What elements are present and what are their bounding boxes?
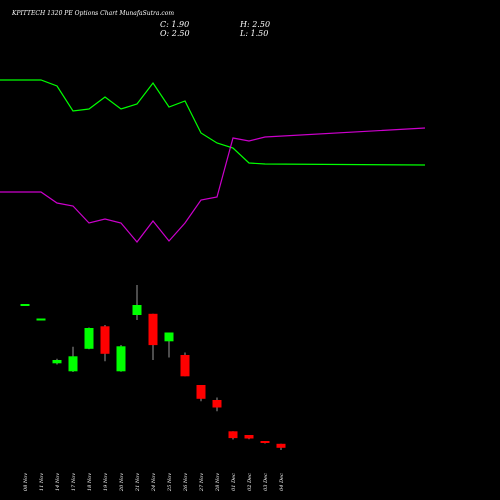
chart-title: KPITTECH 1320 PE Options Chart MunafaSut… xyxy=(11,10,174,17)
x-tick-label: 03 Dec xyxy=(263,473,269,491)
low-readout: L: 1.50 xyxy=(239,29,268,38)
x-tick-label: 04 Dec xyxy=(279,473,285,491)
candle-body xyxy=(116,346,126,372)
x-tick-label: 24 Nov xyxy=(151,473,157,492)
candle-2 xyxy=(36,318,46,321)
x-tick-label: 14 Nov xyxy=(55,473,61,491)
candle-13 xyxy=(212,397,222,412)
candle-body xyxy=(276,443,286,448)
candle-11 xyxy=(180,352,190,377)
x-tick-label: 17 Nov xyxy=(71,473,77,491)
candle-body xyxy=(52,360,62,364)
overlay-lines xyxy=(0,79,426,243)
high-readout: H: 2.50 xyxy=(239,20,270,29)
x-tick-label: 11 Nov xyxy=(39,473,45,491)
candle-17 xyxy=(276,443,286,450)
candle-body xyxy=(100,326,110,354)
x-tick-label: 02 Dec xyxy=(247,473,253,491)
candle-body xyxy=(196,385,206,399)
candle-8 xyxy=(132,285,142,320)
close-readout: C: 1.90 xyxy=(160,20,189,29)
candle-body xyxy=(244,435,254,439)
candle-14 xyxy=(228,431,238,440)
candle-1 xyxy=(20,304,30,306)
candle-3 xyxy=(52,358,62,365)
x-tick-label: 21 Nov xyxy=(135,473,141,492)
candle-body xyxy=(84,328,94,349)
candle-body xyxy=(132,305,142,315)
candle-5 xyxy=(84,327,94,350)
candle-body xyxy=(20,304,30,306)
x-tick-label: 18 Nov xyxy=(87,473,93,491)
x-tick-label: 28 Nov xyxy=(215,473,221,492)
candles xyxy=(20,285,286,450)
x-tick-label: 20 Nov xyxy=(119,473,125,492)
candle-15 xyxy=(244,435,254,440)
candle-body xyxy=(164,332,174,342)
candle-12 xyxy=(196,385,206,402)
x-tick-label: 08 Nov xyxy=(23,473,29,491)
candle-16 xyxy=(260,441,270,444)
candle-7 xyxy=(116,345,126,372)
x-tick-label: 26 Nov xyxy=(183,473,189,492)
overlay-line-2 xyxy=(0,127,426,243)
candle-body xyxy=(180,355,190,377)
candle-body xyxy=(212,400,222,408)
overlay-line-1 xyxy=(0,79,426,166)
x-tick-label: 19 Nov xyxy=(103,473,109,491)
candle-body xyxy=(228,431,238,439)
candle-10 xyxy=(164,332,174,358)
candle-body xyxy=(148,313,158,346)
x-axis-labels: 08 Nov 11 Nov 14 Nov 17 Nov 18 Nov 19 Nov 20 N… xyxy=(23,473,285,492)
candle-9 xyxy=(148,313,158,360)
candle-body xyxy=(68,356,78,372)
x-tick-label: 27 Nov xyxy=(199,473,205,492)
open-readout: O: 2.50 xyxy=(160,29,190,38)
candle-4 xyxy=(68,346,78,372)
candle-body xyxy=(260,441,270,443)
x-tick-label: 25 Nov xyxy=(167,473,173,492)
candle-body xyxy=(36,318,46,321)
candle-6 xyxy=(100,325,110,362)
x-tick-label: 01 Dec xyxy=(231,473,237,491)
